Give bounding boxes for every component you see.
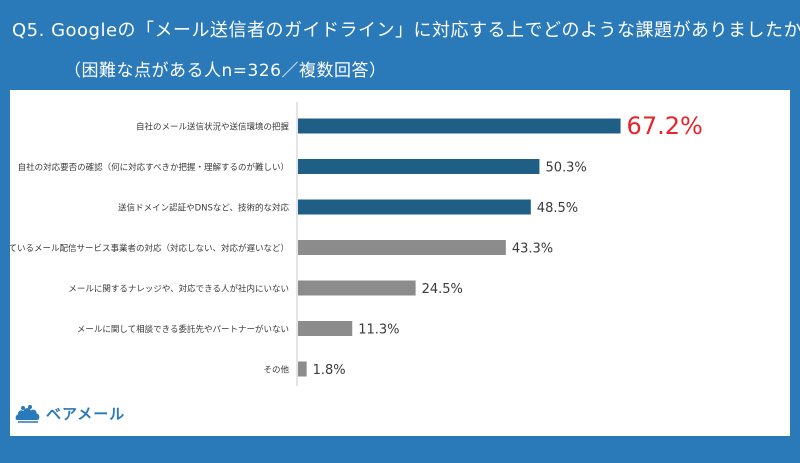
bar-chart: 自社のメール送信状況や送信環境の把握 67.2% 自社の対応要否の確認（何に対応すべ… bbox=[10, 102, 703, 386]
value-label: 24.5% bbox=[422, 282, 463, 297]
page-title: Q5. Googleの「メール送信者のガイドライン」に対応する上でどのような課題… bbox=[12, 20, 800, 41]
bar-row: 送信ドメイン認証やDNSなど、技術的な対応 48.5% bbox=[118, 199, 578, 216]
value-label: 48.5% bbox=[537, 201, 578, 216]
category-label: その他 bbox=[263, 365, 289, 376]
value-label: 50.3% bbox=[545, 161, 586, 176]
bar-row: 自社のメール送信状況や送信環境の把握 67.2% bbox=[136, 112, 703, 140]
bar bbox=[298, 199, 531, 215]
highlight-value-label: 67.2% bbox=[627, 112, 703, 140]
bar-row: 自社の対応要否の確認（何に対応すべきか把握・理解するのが難しい） 50.3% bbox=[18, 159, 587, 176]
bear-cloud-icon bbox=[15, 405, 40, 423]
value-label: 1.8% bbox=[313, 363, 346, 378]
bar bbox=[298, 159, 540, 174]
bar bbox=[298, 118, 621, 134]
bar bbox=[298, 280, 416, 296]
value-label: 43.3% bbox=[512, 242, 553, 257]
bar-row: メールに関するナレッジや、対応できる人が社内にいない 24.5% bbox=[68, 280, 463, 297]
bar bbox=[298, 240, 506, 255]
chart-panel: 自社のメール送信状況や送信環境の把握 67.2% 自社の対応要否の確認（何に対応すべ… bbox=[10, 90, 790, 436]
brand-logo: ベアメール bbox=[14, 398, 125, 428]
category-label: 送信ドメイン認証やDNSなど、技術的な対応 bbox=[118, 203, 289, 214]
value-label: 11.3% bbox=[358, 323, 399, 338]
category-label: メールに関するナレッジや、対応できる人が社内にいない bbox=[68, 284, 289, 295]
bar-row: メールに関して相談できる委託先やパートナーがいない 11.3% bbox=[77, 321, 400, 338]
category-label: 利用しているメール配信サービス事業者の対応（対応しない、対応が遅いなど） bbox=[10, 243, 289, 254]
category-label: 自社のメール送信状況や送信環境の把握 bbox=[136, 122, 290, 133]
bar bbox=[298, 321, 353, 336]
bar-row: 利用しているメール配信サービス事業者の対応（対応しない、対応が遅いなど） 43.3… bbox=[10, 240, 553, 257]
bar bbox=[298, 361, 307, 377]
brand-name: ベアメール bbox=[46, 404, 126, 423]
bar-row: その他 1.8% bbox=[263, 361, 346, 378]
category-label: メールに関して相談できる委託先やパートナーがいない bbox=[77, 324, 289, 335]
page-subtitle: （困難な点がある人n=326／複数回答） bbox=[64, 61, 387, 81]
category-label: 自社の対応要否の確認（何に対応すべきか把握・理解するのが難しい） bbox=[18, 162, 289, 173]
